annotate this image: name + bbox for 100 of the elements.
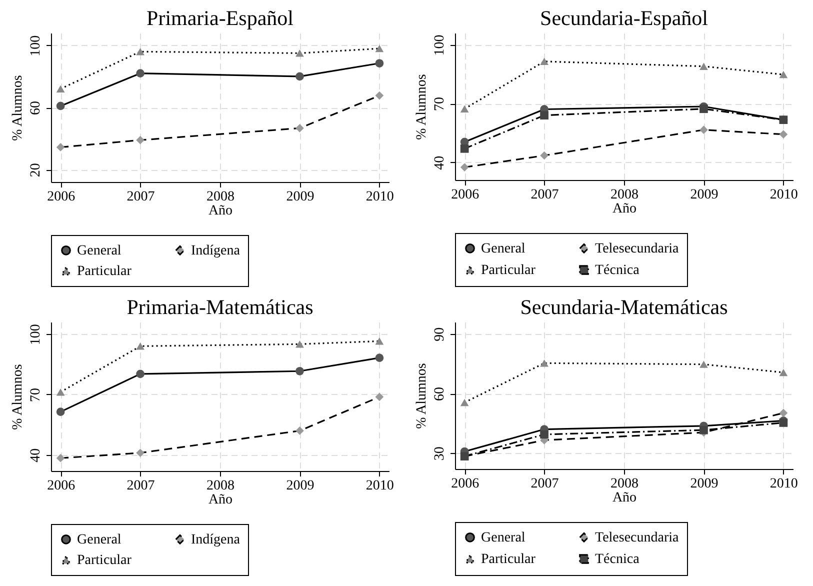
legend-label: Técnica	[595, 263, 640, 278]
point	[540, 111, 548, 120]
point	[56, 454, 65, 462]
point	[540, 359, 548, 367]
point	[296, 340, 304, 348]
legend-label: General	[481, 530, 526, 546]
point	[296, 366, 304, 376]
y-tick-label: 40	[28, 448, 44, 462]
point	[700, 104, 708, 114]
x-tick-label: 2006	[47, 478, 76, 494]
point	[460, 105, 469, 112]
point	[700, 62, 708, 70]
legend-label: Telesecundaria	[595, 530, 680, 546]
legend-label: Indígena	[191, 532, 241, 548]
point	[460, 144, 469, 153]
point	[460, 163, 469, 172]
point	[136, 136, 144, 144]
point	[296, 426, 304, 435]
legend-label: Técnica	[595, 552, 640, 567]
legend-label: General	[481, 241, 526, 256]
point	[56, 388, 65, 396]
point	[540, 430, 548, 439]
x-tick-label: 2008	[206, 478, 234, 494]
point	[779, 130, 788, 139]
chart-title: Secundaria-Matemáticas	[520, 295, 728, 319]
x-tick-label: 2010	[366, 190, 394, 204]
point	[700, 426, 708, 434]
point	[375, 392, 384, 402]
x-tick-label: 2009	[286, 478, 314, 494]
y-tick-label: 20	[28, 163, 44, 178]
x-tick-label: 2007	[126, 478, 155, 494]
x-tick-label: 2006	[451, 188, 480, 202]
legend-label: Particular	[481, 552, 536, 567]
legend-label: Indígena	[191, 243, 241, 258]
point	[136, 370, 144, 378]
x-tick-label: 2010	[770, 476, 798, 492]
legend-label: Particular	[77, 264, 132, 279]
x-tick-label: 2007	[530, 188, 559, 202]
y-tick-label: 30	[432, 446, 448, 461]
point	[375, 44, 384, 52]
x-axis-title: Año	[208, 492, 233, 508]
x-axis-title: Año	[612, 202, 637, 216]
x-tick-label: 2006	[47, 190, 76, 204]
x-tick-label: 2008	[610, 476, 638, 492]
x-tick-label: 2009	[690, 188, 718, 202]
x-axis-title: Año	[208, 204, 233, 218]
x-tick-label: 2007	[530, 476, 559, 492]
point	[375, 354, 384, 362]
point	[540, 58, 548, 66]
point	[375, 91, 384, 100]
y-axis-title: % Alumnos	[414, 74, 430, 140]
x-tick-label: 2007	[126, 190, 155, 204]
y-tick-label: 100	[28, 35, 44, 56]
x-tick-label: 2009	[690, 476, 718, 492]
x-axis-title: Año	[612, 490, 637, 506]
point	[779, 408, 788, 418]
chart-title: Primaria-Matemáticas	[126, 295, 314, 319]
point	[56, 102, 65, 110]
legend-label: Particular	[481, 263, 536, 278]
chart-title: Primaria-Español	[146, 6, 294, 30]
y-tick-label: 60	[432, 387, 448, 402]
y-tick-label: 100	[28, 324, 44, 346]
point	[700, 126, 708, 134]
point	[136, 48, 144, 56]
point	[296, 72, 304, 81]
point	[540, 151, 548, 160]
y-tick-label: 70	[28, 388, 44, 402]
legend-label: Telesecundaria	[595, 241, 680, 256]
y-tick-label: 70	[432, 97, 448, 112]
point	[779, 368, 788, 376]
y-tick-label: 90	[432, 327, 448, 342]
point	[375, 59, 384, 68]
y-axis-title: % Alumnos	[10, 75, 26, 141]
point	[375, 338, 384, 345]
point	[136, 69, 144, 78]
y-axis-title: % Alumnos	[10, 364, 26, 430]
x-tick-label: 2010	[366, 478, 394, 494]
y-tick-label: 60	[28, 101, 44, 115]
x-tick-label: 2010	[770, 188, 798, 202]
point	[136, 448, 144, 458]
x-tick-label: 2009	[286, 190, 314, 204]
point	[296, 124, 304, 132]
y-axis-title: % Alumnos	[414, 363, 430, 429]
point	[460, 398, 469, 406]
point	[136, 342, 144, 350]
x-tick-label: 2008	[610, 188, 638, 202]
chart-title: Secundaria-Español	[540, 6, 708, 30]
y-tick-label: 40	[432, 156, 448, 170]
legend-label: Particular	[77, 553, 132, 568]
x-tick-label: 2006	[451, 476, 480, 492]
legend-label: General	[77, 243, 122, 258]
point	[56, 85, 65, 92]
y-tick-label: 100	[432, 34, 448, 56]
point	[779, 70, 788, 78]
point	[56, 143, 65, 152]
point	[56, 408, 65, 416]
legend-label: General	[77, 532, 122, 548]
point	[700, 360, 708, 368]
point	[296, 50, 304, 57]
x-tick-label: 2008	[206, 190, 234, 204]
